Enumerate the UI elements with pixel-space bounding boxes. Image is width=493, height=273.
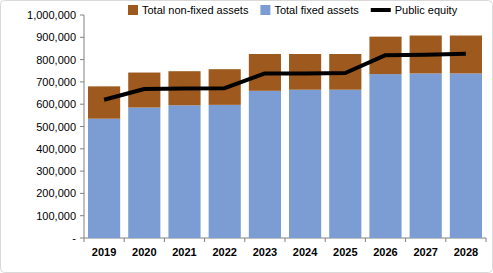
bar (329, 90, 361, 238)
x-tick-label: 2019 (92, 246, 116, 258)
x-tick-label: 2027 (413, 246, 437, 258)
x-tick-label: 2028 (454, 246, 478, 258)
line (104, 54, 466, 100)
y-tick-label: 800,000 (36, 54, 76, 66)
legend-swatch (371, 8, 391, 12)
chart: - 100,000 200,000 300,000 400,000 500,000 600,… (0, 0, 493, 273)
x-tick (285, 238, 286, 242)
y-tick-label: 1,000,000 (27, 9, 76, 21)
y-tick (80, 15, 84, 16)
y-tick (80, 81, 84, 82)
bar (88, 86, 120, 118)
y-tick (80, 193, 84, 194)
x-tick-label: 2023 (253, 246, 277, 258)
x-tick (164, 238, 165, 242)
chart-frame (1, 1, 493, 273)
y-tick (80, 148, 84, 149)
x-tick-label: 2026 (373, 246, 397, 258)
y-tick-label: 300,000 (36, 165, 76, 177)
bar (88, 119, 120, 238)
bar (128, 108, 160, 238)
legend-label: Public equity (395, 4, 458, 16)
y-tick (80, 126, 84, 127)
x-tick-label: 2024 (293, 246, 318, 258)
x-tick (84, 238, 85, 242)
bar (249, 91, 281, 238)
x-tick (405, 238, 406, 242)
y-tick (80, 215, 84, 216)
x-tick-label: 2022 (212, 246, 236, 258)
x-tick (365, 238, 366, 242)
legend-swatch (128, 5, 138, 15)
legend-swatch (260, 5, 270, 15)
y-tick-label: 400,000 (36, 143, 76, 155)
x-tick (486, 238, 487, 242)
y-tick (80, 59, 84, 60)
x-tick (204, 238, 205, 242)
y-tick-label: 200,000 (36, 187, 76, 199)
x-tick (244, 238, 245, 242)
bar (209, 105, 241, 238)
x-tick-label: 2025 (333, 246, 357, 258)
bar (410, 73, 442, 238)
y-tick (80, 104, 84, 105)
legend-label: Total non-fixed assets (142, 4, 249, 16)
plot-marks (88, 36, 482, 238)
bar (450, 73, 482, 238)
bar (369, 74, 401, 238)
y-tick-label: 500,000 (36, 121, 76, 133)
x-tick-label: 2021 (172, 246, 196, 258)
x-tick (445, 238, 446, 242)
y-tick-label: 600,000 (36, 98, 76, 110)
y-tick-label: 700,000 (36, 76, 76, 88)
y-tick (80, 238, 84, 239)
x-tick (325, 238, 326, 242)
y-tick (80, 171, 84, 172)
bar (168, 105, 200, 238)
legend-label: Total fixed assets (274, 4, 359, 16)
y-tick (80, 37, 84, 38)
x-tick-label: 2020 (132, 246, 156, 258)
y-tick-label: - (72, 232, 76, 244)
x-tick (124, 238, 125, 242)
y-tick-label: 100,000 (36, 210, 76, 222)
y-tick-label: 900,000 (36, 31, 76, 43)
bar (289, 90, 321, 238)
